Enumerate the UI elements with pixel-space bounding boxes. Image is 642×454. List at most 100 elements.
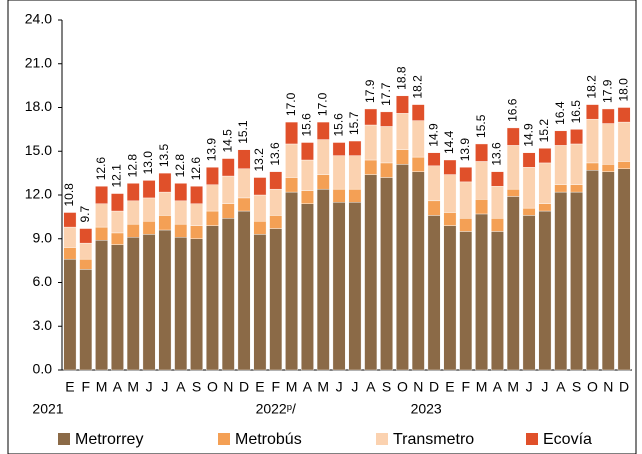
bar-segment (237, 197, 251, 212)
bar-segment (63, 212, 77, 228)
bar-segment (459, 218, 473, 232)
bar-segment (79, 269, 93, 371)
bar-segment (221, 203, 235, 219)
bar-segment (221, 175, 235, 204)
bar-segment (332, 155, 346, 190)
y-tick-label: 9.0 (33, 229, 53, 245)
x-tick-label: D (429, 379, 439, 395)
bar-segment (206, 210, 219, 226)
bar-segment (301, 159, 314, 191)
total-label: 13.0 (141, 151, 155, 175)
bar-segment (364, 174, 378, 371)
bar-segment (522, 207, 536, 216)
x-tick-label: N (223, 379, 233, 395)
y-tick-label: 6.0 (33, 273, 53, 289)
year-label: 2021 (32, 401, 63, 417)
bar-segment (269, 171, 283, 190)
x-tick-label: J (336, 379, 343, 395)
total-label: 12.6 (189, 157, 203, 181)
bar-segment (253, 221, 267, 235)
bar-segment (554, 130, 568, 146)
total-label: 15.6 (300, 113, 314, 137)
bar-segment (158, 191, 172, 216)
x-tick-label: O (587, 379, 598, 395)
x-tick-label: J (526, 379, 533, 395)
bar-segment (63, 226, 77, 248)
bar-segment (126, 183, 140, 202)
bar-segment (63, 247, 77, 260)
bar-segment (174, 237, 188, 371)
bar-segment (601, 164, 615, 172)
bar-segment (126, 200, 140, 225)
bar-segment (126, 223, 140, 238)
x-tick-label: A (113, 379, 123, 395)
x-tick-label: A (176, 379, 186, 395)
total-label: 13.9 (205, 138, 219, 162)
total-label: 14.9 (426, 123, 440, 147)
y-tick-label: 21.0 (25, 54, 52, 70)
x-tick-label: D (239, 379, 249, 395)
bar-segment (411, 171, 425, 371)
total-label: 15.2 (537, 119, 551, 143)
total-label: 17.7 (379, 82, 393, 106)
bar-segment (380, 177, 393, 371)
bar-segment (79, 242, 93, 260)
total-label: 14.4 (442, 130, 456, 154)
total-label: 13.5 (157, 143, 171, 167)
bar-segment (586, 118, 599, 164)
total-label: 12.8 (125, 154, 139, 178)
bar-segment (285, 143, 298, 178)
bar-segment (269, 228, 283, 371)
total-label: 15.1 (236, 120, 250, 144)
bar-segment (301, 190, 314, 204)
x-tick-label: J (161, 379, 168, 395)
bar-segment (601, 171, 615, 371)
bar-segment (332, 202, 346, 371)
bar-segment (158, 215, 172, 231)
x-tick-label: S (382, 379, 391, 395)
bar-segment (269, 215, 283, 229)
bar-segment (601, 123, 615, 165)
total-label: 15.6 (331, 113, 345, 137)
bar-segment (221, 158, 235, 177)
legend-swatch (218, 433, 230, 445)
total-label: 14.5 (220, 129, 234, 153)
total-label: 12.1 (110, 164, 124, 188)
bar-segment (538, 203, 552, 212)
bar-segment (285, 121, 298, 145)
total-label: 18.0 (616, 78, 630, 102)
bar-segment (190, 203, 203, 226)
bar-segment (142, 197, 156, 222)
bar-segment (538, 210, 552, 371)
x-tick-label: M (286, 379, 298, 395)
total-label: 18.2 (410, 75, 424, 99)
x-tick-label: F (81, 379, 90, 395)
total-label: 16.4 (553, 101, 567, 125)
bar-segment (111, 232, 124, 245)
bar-segment (538, 162, 552, 204)
bar-segment (142, 234, 156, 371)
bar-segment (364, 124, 378, 161)
y-tick-label: 24.0 (25, 11, 52, 27)
bar-segment (522, 152, 536, 168)
bar-segment (554, 145, 568, 185)
bar-segment (111, 210, 124, 234)
total-label: 17.0 (315, 92, 329, 116)
bar-segment (174, 223, 188, 238)
x-tick-label: M (127, 379, 139, 395)
bar-segment (142, 180, 156, 199)
y-tick-label: 18.0 (25, 98, 52, 114)
bar-segment (443, 212, 457, 226)
total-label: 13.9 (458, 138, 472, 162)
x-tick-label: D (619, 379, 629, 395)
total-label: 17.0 (284, 92, 298, 116)
x-tick-label: M (96, 379, 108, 395)
legend-label: Metrorrey (75, 431, 143, 448)
bar-segment (459, 231, 473, 371)
bar-segment (427, 165, 441, 202)
y-tick-label: 15.0 (25, 142, 52, 158)
bar-segment (506, 188, 520, 197)
legend-swatch (526, 433, 538, 445)
legend-label: Ecovía (543, 431, 592, 448)
bar-segment (506, 145, 520, 190)
